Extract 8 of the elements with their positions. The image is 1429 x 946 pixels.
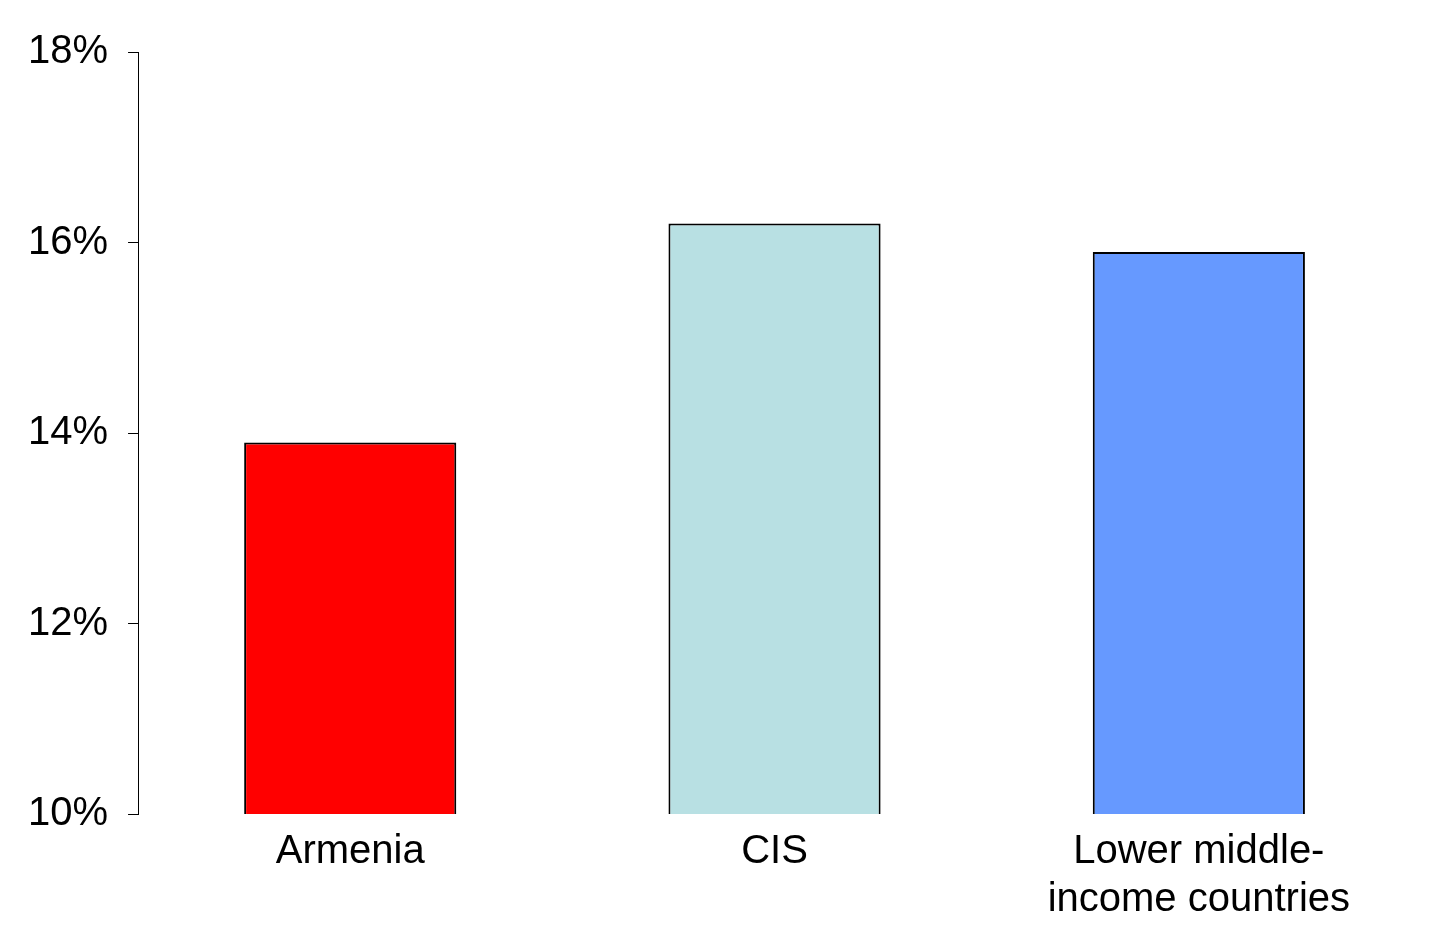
x-tick-label: Armenia — [275, 827, 426, 872]
y-tick-label: 10% — [28, 789, 109, 834]
y-tick-label: 18% — [28, 27, 109, 72]
y-tick-label: 12% — [28, 598, 109, 643]
y-tick-label: 14% — [28, 408, 109, 453]
x-tick-label: CIS — [741, 827, 808, 872]
y-tick-label: 16% — [28, 217, 109, 262]
x-tick-label: Lower middle-income countries — [1047, 827, 1351, 920]
